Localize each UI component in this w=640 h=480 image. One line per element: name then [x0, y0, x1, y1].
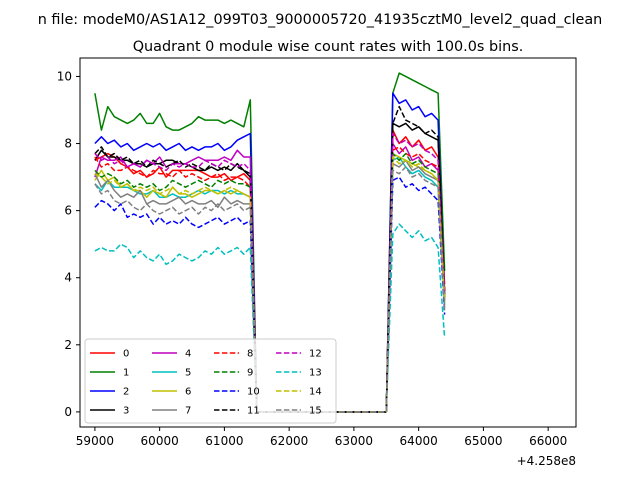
- legend-label-7: 7: [185, 406, 191, 417]
- x-tick-label: 59000: [76, 434, 114, 448]
- y-tick-label: 2: [64, 338, 72, 352]
- legend-label-13: 13: [309, 368, 322, 379]
- legend-label-14: 14: [309, 387, 322, 398]
- legend-label-11: 11: [247, 406, 260, 417]
- x-axis: 59000 60000 61000 62000 63000 64000 65000 66000: [76, 427, 567, 448]
- legend-label-0: 0: [123, 349, 129, 360]
- legend-label-3: 3: [123, 406, 129, 417]
- y-tick-label: 8: [64, 137, 72, 151]
- x-tick-label: 60000: [141, 434, 179, 448]
- legend-label-6: 6: [185, 387, 191, 398]
- legend-label-10: 10: [247, 387, 260, 398]
- chart-title: Quadrant 0 module wise count rates with …: [133, 39, 524, 55]
- legend-label-5: 5: [185, 368, 191, 379]
- x-tick-label: 66000: [529, 434, 567, 448]
- legend-label-4: 4: [185, 349, 191, 360]
- legend-label-1: 1: [123, 368, 129, 379]
- legend-box: [84, 338, 337, 424]
- x-axis-offset-label: +4.258e8: [517, 454, 576, 468]
- legend-label-2: 2: [123, 387, 129, 398]
- legend-label-9: 9: [247, 368, 253, 379]
- plot-area-frame: [79, 57, 577, 428]
- legend-label-8: 8: [247, 349, 253, 360]
- y-tick-label: 10: [57, 69, 72, 83]
- x-tick-label: 62000: [270, 434, 308, 448]
- figure-suptitle: n file: modeM0/AS1A12_099T03_9000005720_…: [38, 12, 603, 28]
- legend-label-15: 15: [309, 406, 322, 417]
- x-tick-label: 61000: [205, 434, 243, 448]
- x-tick-label: 64000: [400, 434, 438, 448]
- y-axis: 0 2 4 6 8 10: [57, 69, 80, 419]
- y-tick-label: 6: [64, 204, 72, 218]
- x-tick-label: 65000: [464, 434, 502, 448]
- legend-label-12: 12: [309, 349, 322, 360]
- y-tick-label: 4: [64, 271, 72, 285]
- y-tick-label: 0: [64, 405, 72, 419]
- x-tick-label: 63000: [335, 434, 373, 448]
